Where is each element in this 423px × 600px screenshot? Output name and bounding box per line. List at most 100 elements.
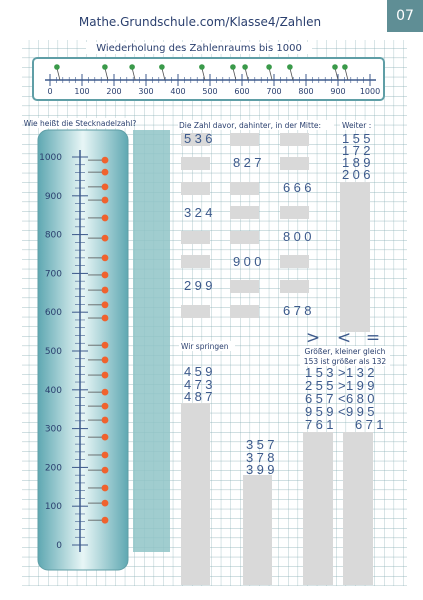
given-number: 536 xyxy=(184,131,216,146)
pin xyxy=(101,286,109,294)
tick-label: 100 xyxy=(45,502,62,512)
label-bg xyxy=(300,346,390,366)
compare-number: 657 xyxy=(305,391,337,406)
comparison-sign: < xyxy=(338,391,349,406)
compare-number: 199 xyxy=(346,378,378,393)
tick-label: 400 xyxy=(170,87,185,96)
pin xyxy=(101,271,109,279)
pin xyxy=(101,416,109,424)
sequence-number: 206 xyxy=(342,167,374,182)
section-label: Wie heißt die Stecknadelzahl? xyxy=(24,119,137,128)
tick-label: 200 xyxy=(45,463,62,473)
section-label: Weiter : xyxy=(342,121,371,130)
compare-number: 153 xyxy=(305,365,337,380)
pin-needle xyxy=(56,67,61,81)
pin xyxy=(230,64,236,70)
tick-label: 0 xyxy=(56,541,62,551)
pin xyxy=(199,64,205,70)
pin xyxy=(101,402,109,410)
given-number: 678 xyxy=(283,303,315,318)
symbol: = xyxy=(366,328,380,348)
tick-label: 300 xyxy=(45,425,62,435)
pin xyxy=(101,301,109,309)
pin xyxy=(101,234,109,242)
pin-needle xyxy=(201,67,206,81)
pin xyxy=(101,433,109,441)
pin xyxy=(102,64,108,70)
compare-number: 671 xyxy=(355,417,387,432)
tick-label: 1000 xyxy=(39,153,62,163)
title-bg xyxy=(86,42,312,54)
tick-label: 600 xyxy=(45,308,62,318)
answer-column xyxy=(133,130,170,552)
pin-needle xyxy=(268,67,273,81)
jump-number: 459 xyxy=(184,364,216,379)
tick-label: 800 xyxy=(45,231,62,241)
pin xyxy=(101,388,109,396)
pin xyxy=(101,451,109,459)
tick-label: 700 xyxy=(266,87,281,96)
pin xyxy=(54,64,60,70)
compare-number: 761 xyxy=(305,417,337,432)
jump-number: 473 xyxy=(184,377,216,392)
title: Wiederholung des Zahlenraums bis 1000 xyxy=(96,43,302,54)
tick-label: 600 xyxy=(234,87,249,96)
pin-needle xyxy=(244,67,249,81)
pin xyxy=(342,64,348,70)
sequence-number: 172 xyxy=(342,143,374,158)
tick-label: 1000 xyxy=(360,87,380,96)
given-number: 299 xyxy=(184,278,216,293)
symbol: < xyxy=(337,328,351,348)
pin xyxy=(101,183,109,191)
compare-number: 255 xyxy=(305,378,337,393)
comparison-sign: < xyxy=(338,404,349,419)
tick-label: 800 xyxy=(298,87,313,96)
pin xyxy=(159,64,165,70)
tick-label: 900 xyxy=(330,87,345,96)
pin xyxy=(101,168,109,176)
page-number: 07 xyxy=(396,8,414,24)
pin-needle xyxy=(334,67,339,81)
number-line-group: 0 100 200 300 400 500 600 700 800 900 1000 xyxy=(47,64,380,96)
compare-number: 995 xyxy=(346,404,378,419)
pin-needle xyxy=(131,67,136,81)
pin xyxy=(266,64,272,70)
label-bg xyxy=(178,120,334,130)
tick-label: 700 xyxy=(45,269,62,279)
compare-number: 680 xyxy=(346,391,378,406)
pin xyxy=(101,516,109,524)
comparison-sign: > xyxy=(338,365,349,380)
pin xyxy=(101,314,109,322)
pin-needle xyxy=(289,67,294,81)
comparison-sign: > xyxy=(338,378,349,393)
tick-label: 200 xyxy=(106,87,121,96)
pin xyxy=(101,156,109,164)
compare-number: 132 xyxy=(346,365,378,380)
label-bg xyxy=(34,118,126,128)
label-bg xyxy=(340,120,374,130)
tick-label: 300 xyxy=(138,87,153,96)
jump-number: 487 xyxy=(184,389,216,404)
example: 153 ist größer als 132 xyxy=(304,357,387,366)
given-number: 800 xyxy=(283,229,315,244)
jump-number: 399 xyxy=(246,462,278,477)
given-number: 827 xyxy=(233,155,265,170)
pin xyxy=(101,466,109,474)
tick-label: 400 xyxy=(45,386,62,396)
sequence-number: 155 xyxy=(342,131,374,146)
pin-needle xyxy=(161,67,166,81)
given-number: 666 xyxy=(283,180,315,195)
given-number: 900 xyxy=(233,254,265,269)
jump-number: 378 xyxy=(246,450,278,465)
section-label: Die Zahl davor, dahinter, in der Mitte: xyxy=(179,121,321,130)
section-label: Größer, kleiner gleich xyxy=(305,347,386,356)
pin xyxy=(101,214,109,222)
pin xyxy=(101,499,109,507)
pin xyxy=(332,64,338,70)
pin xyxy=(287,64,293,70)
vertical-line-group: 0 100 200 300 400 500 600 700 800 900 1000 xyxy=(39,153,109,551)
page-badge xyxy=(387,0,423,32)
pin xyxy=(101,341,109,349)
tick-label: 0 xyxy=(47,87,52,96)
